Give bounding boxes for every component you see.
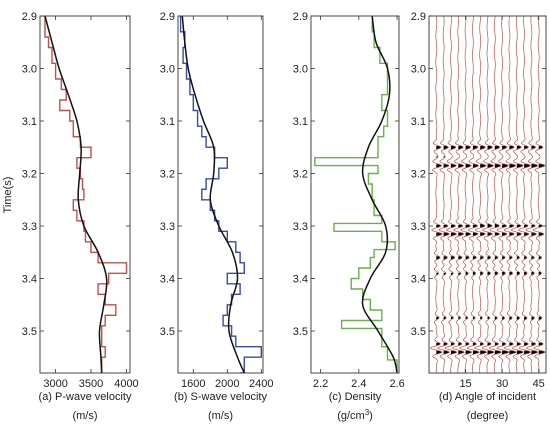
y-tick-label: 2.9 — [293, 11, 308, 23]
y-tick-label: 3.2 — [160, 169, 175, 181]
seismic-trace — [532, 16, 546, 373]
y-tick-label: 3.3 — [411, 221, 426, 233]
y-tick-label: 2.9 — [22, 11, 37, 23]
x-tick-label: 2000 — [215, 378, 239, 390]
x-tick-label: 4000 — [114, 378, 138, 390]
y-tick-label: 3.2 — [293, 169, 308, 181]
y-tick-label: 3.5 — [160, 326, 175, 338]
panels-group: 2.9 3.0 3.1 3.2 3.3 3.4 3.5 3000 3500 4000(a) P-w… — [22, 11, 547, 422]
series-log-line — [44, 16, 128, 373]
axes-frame — [310, 15, 400, 374]
axes-frame — [177, 15, 264, 374]
y-tick-label: 3.3 — [22, 221, 37, 233]
y-tick-label: 3.5 — [411, 326, 426, 338]
panel-1: 2.9 3.0 3.1 3.2 3.3 3.4 3.5 3000 3500 4000(a) P-w… — [22, 11, 139, 422]
x-tick-label: 45 — [533, 378, 545, 390]
y-tick-label: 3.5 — [293, 326, 308, 338]
seismic-trace — [467, 16, 480, 373]
y-tick-label: 2.9 — [160, 11, 175, 23]
series-log-line — [179, 16, 262, 373]
y-tick-label: 3.5 — [22, 326, 37, 338]
panel-3: 2.9 3.0 3.1 3.2 3.3 3.4 3.5 2.2 2.4 2.6 (c) Densit… — [293, 11, 405, 422]
x-tick-label: 2400 — [249, 378, 273, 390]
trace-fill — [472, 145, 480, 355]
time-axis-label: Time(s) — [2, 177, 14, 214]
panel-caption: (c) Density — [329, 391, 382, 403]
seismic-trace — [459, 16, 473, 373]
panel-caption: (b) S-wave velocity — [174, 391, 267, 403]
y-tick-label: 3.2 — [411, 169, 426, 181]
y-tick-label: 3.1 — [411, 116, 426, 128]
x-tick-label: 1600 — [181, 378, 205, 390]
seismic-trace — [518, 16, 532, 373]
panel-4: 2.9 3.0 3.1 3.2 3.3 3.4 3.5 15 30 45(d) Angle of … — [411, 11, 547, 422]
trace-fill — [487, 145, 494, 355]
series-trend-line — [44, 16, 108, 373]
x-tick-label: 2.6 — [389, 378, 404, 390]
series-trend-line — [181, 16, 245, 373]
trace-fill — [443, 145, 450, 355]
y-tick-label: 3.1 — [22, 116, 37, 128]
seismic-trace — [437, 16, 450, 373]
trace-fill — [436, 145, 443, 355]
panel-unit-label: (m/s) — [72, 410, 97, 422]
trace-fill — [531, 145, 538, 355]
y-tick-label: 3.4 — [293, 274, 308, 286]
seismic-trace — [481, 16, 495, 373]
trace-fill — [538, 145, 545, 355]
y-tick-label: 2.9 — [411, 11, 426, 23]
seismic-trace — [474, 16, 488, 373]
y-tick-label: 3.3 — [160, 221, 175, 233]
panel-caption: (d) Angle of incident — [439, 391, 536, 403]
series-trend-line — [361, 16, 398, 373]
y-tick-label: 3.2 — [22, 169, 37, 181]
y-tick-label: 3.4 — [411, 274, 426, 286]
seismic-trace — [503, 16, 517, 373]
panel-unit-label: (g/cm3) — [337, 408, 373, 422]
y-tick-label: 3.4 — [22, 274, 37, 286]
x-tick-label: 3500 — [79, 378, 103, 390]
seismic-trace — [496, 16, 510, 373]
y-tick-label: 3.1 — [160, 116, 175, 128]
panel-caption: (a) P-wave velocity — [39, 391, 132, 403]
seismic-trace — [489, 16, 502, 373]
series-log-line — [314, 16, 398, 373]
x-tick-label: 30 — [496, 378, 508, 390]
y-tick-label: 3.0 — [293, 64, 308, 76]
panel-unit-label: (degree) — [467, 410, 509, 422]
axes-frame — [428, 15, 547, 374]
seismic-trace — [452, 16, 465, 373]
y-tick-label: 3.0 — [22, 64, 37, 76]
trace-fill — [458, 145, 465, 355]
x-tick-label: 2.2 — [313, 378, 328, 390]
seismic-trace — [430, 16, 443, 373]
trace-fill — [502, 145, 509, 355]
panel-2: 2.9 3.0 3.1 3.2 3.3 3.4 3.5 1600 2000 2400(b) S-w… — [160, 11, 274, 422]
panel-unit-label: (m/s) — [208, 410, 233, 422]
trace-fill — [516, 145, 524, 355]
trace-fill — [465, 145, 472, 355]
x-tick-label: 2.4 — [351, 378, 366, 390]
y-tick-label: 3.0 — [411, 64, 426, 76]
seismic-trace — [525, 16, 539, 373]
seismic-trace — [444, 16, 458, 373]
trace-fill — [450, 145, 457, 355]
trace-fill — [494, 145, 502, 355]
seismic-trace — [510, 16, 524, 373]
trace-fill — [509, 145, 517, 355]
x-tick-label: 15 — [459, 378, 471, 390]
trace-fill — [524, 145, 531, 355]
x-tick-label: 3000 — [43, 378, 67, 390]
y-tick-label: 3.4 — [160, 274, 175, 286]
axes-frame — [39, 15, 131, 374]
y-tick-label: 3.3 — [293, 221, 308, 233]
y-tick-label: 3.1 — [293, 116, 308, 128]
trace-fill — [480, 145, 487, 355]
y-tick-label: 3.0 — [160, 64, 175, 76]
